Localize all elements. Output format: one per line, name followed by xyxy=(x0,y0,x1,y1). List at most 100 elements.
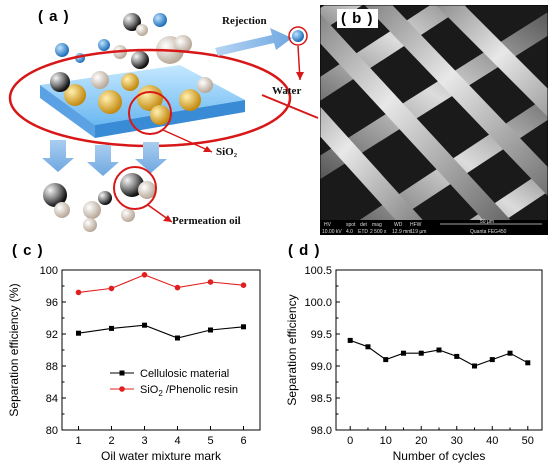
oil-zoom-circle xyxy=(113,166,157,210)
permeation-oil-label: Permeation oil xyxy=(172,215,241,227)
sio2-particles xyxy=(50,71,213,125)
sio2-label: SiO₂ xyxy=(216,146,238,158)
sem-label-4: WD xyxy=(394,222,403,228)
sem-label-1: spot xyxy=(346,222,356,228)
y-tick-label: 98.0 xyxy=(311,425,332,437)
chart-d: 98.0 98.5 99.0 99.5 100.0 100.5 0 10 20 30 40 50 Num… xyxy=(285,265,543,463)
data-point xyxy=(109,325,114,331)
legend-label: SiO2 /Phenolic resin xyxy=(140,384,238,398)
data-point xyxy=(141,272,148,278)
sem-value-3: 2 500 x xyxy=(370,229,387,235)
water-droplet-icon xyxy=(288,26,308,46)
x-axis-label: Number of cycles xyxy=(393,449,486,463)
molecule-group-top xyxy=(55,13,192,69)
data-point xyxy=(208,327,213,333)
y-tick-label: 92 xyxy=(46,329,58,341)
y-tick-label: 100.5 xyxy=(304,265,332,277)
data-point xyxy=(365,344,371,350)
y-tick-label: 100.0 xyxy=(304,297,332,309)
data-point xyxy=(207,279,214,285)
series-line-1 xyxy=(78,274,244,293)
plot-frame xyxy=(61,269,261,431)
panel-b-label: ( b ) xyxy=(337,9,378,28)
y-tick-label: 80 xyxy=(46,425,58,437)
series-line-0 xyxy=(350,339,529,367)
data-point xyxy=(175,335,180,341)
legend-marker xyxy=(119,386,125,392)
sem-label-3: mag xyxy=(372,222,382,228)
x-tick-label: 6 xyxy=(240,435,246,447)
sem-info-bar: HV spot det mag WD HFW 10.00 kV 4.0 ETD … xyxy=(322,219,542,235)
data-point xyxy=(436,347,442,353)
y-tick-label: 84 xyxy=(46,393,58,405)
x-tick-label: 0 xyxy=(347,435,353,447)
sem-scale-text: 50 µm xyxy=(480,219,494,225)
sem-instrument: Quanta FEG450 xyxy=(470,229,507,235)
data-point xyxy=(76,330,81,336)
x-tick-label: 3 xyxy=(141,435,147,447)
data-point xyxy=(525,360,531,366)
sem-image: HV spot det mag WD HFW 10.00 kV 4.0 ETD … xyxy=(319,4,549,236)
x-tick-label: 50 xyxy=(522,435,534,447)
data-point xyxy=(454,353,460,359)
data-point xyxy=(507,350,513,356)
x-tick-label: 1 xyxy=(75,435,81,447)
y-tick-label: 99.0 xyxy=(311,361,332,373)
y-tick-label: 98.5 xyxy=(311,393,332,405)
panel-b: HV spot det mag WD HFW 10.00 kV 4.0 ETD … xyxy=(319,4,549,236)
x-tick-label: 10 xyxy=(380,435,392,447)
y-tick-label: 96 xyxy=(46,297,58,309)
data-point xyxy=(108,285,115,292)
series-line-0 xyxy=(78,324,244,339)
chart-c: 80 84 88 92 96 100 1 2 3 4 5 6 Oil water mixture mar… xyxy=(7,265,261,463)
y-tick-label: 88 xyxy=(46,361,58,373)
panel-d-label: ( d ) xyxy=(288,242,321,259)
data-point xyxy=(241,324,246,330)
sem-value-4: 12.9 mm xyxy=(392,229,411,235)
data-point xyxy=(489,357,495,363)
x-tick-label: 40 xyxy=(486,435,498,447)
water-label: Water xyxy=(272,85,302,97)
data-point xyxy=(472,363,478,369)
data-point xyxy=(75,289,82,296)
x-tick-label: 2 xyxy=(108,435,114,447)
sem-value-1: 4.0 xyxy=(346,229,353,235)
sem-value-0: 10.00 kV xyxy=(322,229,342,235)
x-tick-label: 5 xyxy=(207,435,213,447)
data-point xyxy=(174,284,181,291)
y-axis-label: Separation efficiency (%) xyxy=(7,283,21,416)
legend-marker xyxy=(119,370,125,376)
permeation-arrows xyxy=(42,140,167,176)
data-point xyxy=(418,350,424,356)
data-point xyxy=(400,350,406,356)
data-point xyxy=(347,337,353,343)
sem-label-0: HV xyxy=(324,222,332,228)
zoom-arrow-to-sem xyxy=(261,94,319,119)
x-tick-label: 30 xyxy=(451,435,463,447)
data-point xyxy=(383,357,389,363)
rejection-label: Rejection xyxy=(222,15,267,27)
oil-molecules xyxy=(43,173,156,232)
sem-label-2: det xyxy=(360,222,368,228)
legend-label-subscript: 2 xyxy=(158,389,163,398)
panel-a-label: ( a ) xyxy=(38,8,70,25)
data-point xyxy=(240,282,247,288)
sem-label-5: HFW xyxy=(410,222,422,228)
panel-c-label: ( c ) xyxy=(12,242,44,259)
x-tick-label: 20 xyxy=(415,435,427,447)
legend-label: Cellulosic material xyxy=(140,368,229,380)
y-tick-label: 99.5 xyxy=(311,329,332,341)
rejection-arrow xyxy=(215,28,292,56)
x-tick-label: 4 xyxy=(174,435,180,447)
data-point xyxy=(142,322,147,328)
y-tick-label: 100 xyxy=(40,265,58,277)
legend-label-part: SiO xyxy=(140,384,159,396)
panel-a: ( a ) Rejection Water SiO₂ Permeation oi… xyxy=(0,0,320,235)
y-axis-label: Separation efficiency xyxy=(285,294,299,405)
panel-a-illustration xyxy=(8,13,319,232)
sem-value-5: 119 µm xyxy=(410,229,426,235)
x-axis-label: Oil water mixture mark xyxy=(101,449,222,463)
legend-label-part: /Phenolic resin xyxy=(163,384,238,396)
sio2-zoom-circle xyxy=(128,91,172,135)
sem-value-2: ETD xyxy=(358,229,368,235)
